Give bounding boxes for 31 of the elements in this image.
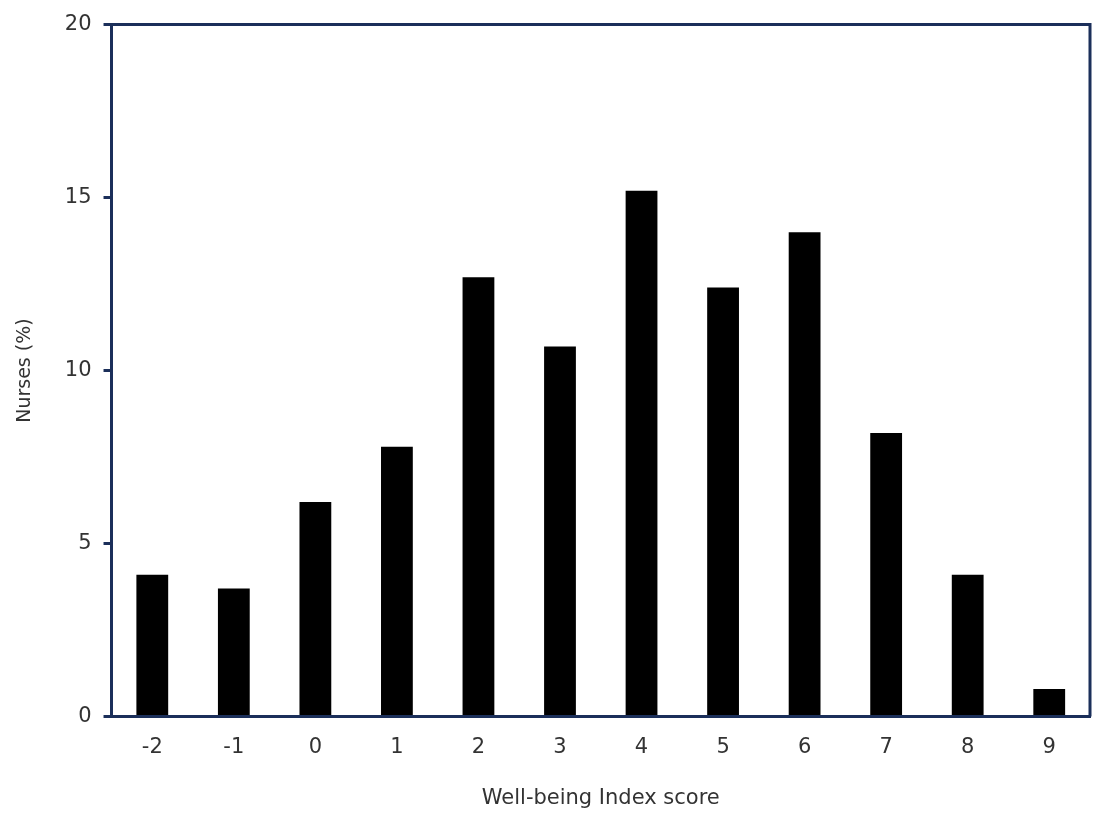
y-tick-label: 5 (78, 530, 92, 555)
x-tick-label: 8 (961, 733, 975, 758)
x-tick-label: 7 (879, 733, 893, 758)
x-tick-label: 1 (390, 733, 404, 758)
bar (544, 346, 576, 716)
bar (299, 502, 332, 716)
x-tick-label: 4 (634, 733, 649, 758)
y-tick-label: 0 (78, 703, 92, 728)
y-tick-label: 15 (64, 184, 92, 209)
bar (788, 232, 821, 716)
y-tick-label: 20 (64, 11, 92, 36)
x-tick-label: 5 (716, 733, 730, 758)
x-tick-label: 6 (797, 733, 812, 758)
bar (217, 588, 250, 716)
x-tick-label: 2 (471, 733, 486, 758)
bar (462, 277, 495, 716)
x-tick-label: -2 (141, 733, 163, 758)
bar (707, 287, 739, 716)
x-axis-title: Well-being Index score (481, 784, 720, 809)
bar (381, 446, 413, 716)
bar (870, 432, 903, 716)
x-tick-label: 0 (308, 733, 323, 758)
x-tick-label: -1 (223, 733, 245, 758)
bar (1033, 688, 1066, 716)
x-tick-label: 3 (553, 733, 567, 758)
bar (625, 190, 658, 716)
x-tick-label: 9 (1042, 733, 1056, 758)
y-axis-title: Nurses (%) (12, 318, 35, 423)
bar (136, 574, 169, 716)
y-tick-label: 10 (64, 357, 92, 382)
bar (951, 574, 984, 716)
